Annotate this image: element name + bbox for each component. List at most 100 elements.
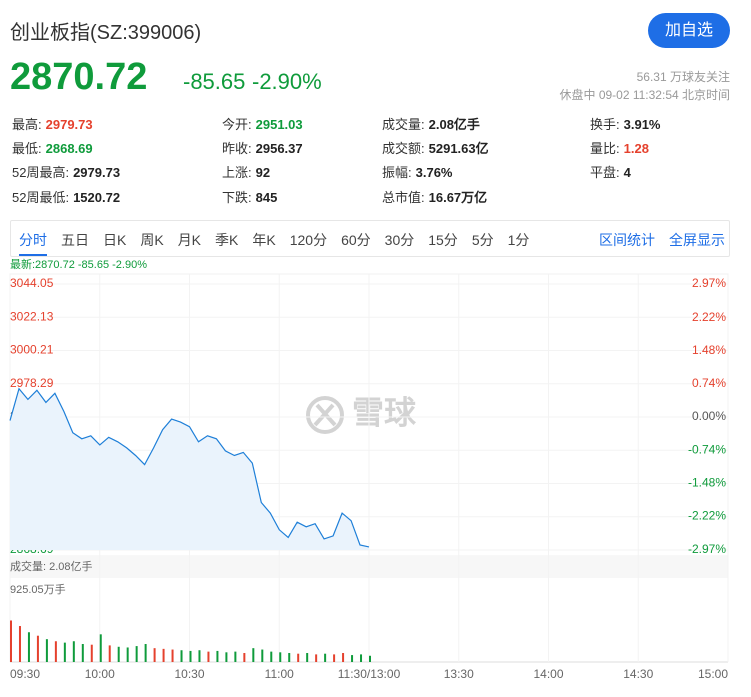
y2-tick-label: -1.48% bbox=[688, 475, 726, 489]
volume-bar bbox=[18, 626, 21, 662]
stat: 52周最低: 1520.72 bbox=[12, 187, 120, 206]
volume-bar bbox=[63, 642, 66, 662]
y-tick-label: 2890.61 bbox=[10, 509, 54, 523]
plot-frame bbox=[9, 273, 729, 557]
stat-value: 1520.72 bbox=[73, 190, 121, 205]
stat: 振幅: 3.76% bbox=[382, 162, 453, 181]
volume-bar bbox=[36, 635, 39, 662]
tab[interactable]: 30分 bbox=[384, 232, 415, 248]
stat-label: 成交额: bbox=[382, 141, 425, 156]
y2-tick-label: 0.00% bbox=[692, 409, 726, 423]
volume-bar bbox=[369, 655, 371, 662]
status: 休盘中 09-02 11:32:54 北京时间 bbox=[559, 88, 730, 102]
price-line bbox=[9, 387, 370, 548]
tab[interactable]: 15分 bbox=[428, 232, 458, 248]
stat: 最高: 2979.73 bbox=[12, 114, 93, 133]
y-tick-label: 2934.45 bbox=[10, 442, 54, 456]
tab[interactable]: 120分 bbox=[289, 232, 328, 248]
volume-bar bbox=[252, 648, 255, 662]
stat-value: 2.08亿手 bbox=[428, 117, 480, 132]
volume-bar bbox=[342, 653, 345, 662]
volume-bar bbox=[45, 639, 48, 662]
stat-value: 5291.63亿 bbox=[428, 141, 489, 156]
volume-bar bbox=[162, 648, 165, 662]
tab[interactable]: 1分 bbox=[507, 232, 530, 248]
tab[interactable]: 年K bbox=[252, 232, 276, 248]
tool[interactable]: 区间统计 bbox=[599, 232, 655, 248]
stat-label: 最低: bbox=[12, 141, 42, 156]
tab[interactable]: 60分 bbox=[341, 232, 371, 248]
volume-bar bbox=[225, 652, 228, 662]
volume-bar bbox=[243, 653, 246, 662]
stat-label: 今开: bbox=[222, 117, 252, 132]
x-tick-label: 14:00 bbox=[533, 667, 563, 681]
stat-value: 4 bbox=[623, 165, 631, 180]
x-tick-label: 10:00 bbox=[85, 667, 115, 681]
tab[interactable]: 月K bbox=[177, 232, 202, 248]
y-tick-label: 3022.13 bbox=[10, 309, 54, 323]
title: 创业板指(SZ:399006) bbox=[10, 22, 202, 44]
volume-bar bbox=[333, 654, 336, 662]
volume-bar bbox=[189, 650, 192, 662]
followers: 56.31 万球友关注 bbox=[636, 70, 730, 84]
stat-label: 下跌: bbox=[222, 190, 252, 205]
stat: 换手: 3.91% bbox=[590, 114, 661, 133]
volume-bar bbox=[234, 651, 237, 662]
stat-label: 换手: bbox=[590, 117, 620, 132]
volume-bar bbox=[297, 653, 300, 662]
y-tick-label: 2978.29 bbox=[10, 376, 54, 390]
stat: 上涨: 92 bbox=[222, 162, 270, 181]
change-percent: -2.90% bbox=[252, 69, 322, 94]
y-tick-label: 2912.53 bbox=[10, 476, 54, 490]
x-tick-label: 11:30/13:00 bbox=[338, 667, 401, 681]
x-tick-label: 14:30 bbox=[623, 667, 653, 681]
y-tick-label: 3000.21 bbox=[10, 343, 54, 357]
volume-bar bbox=[207, 651, 210, 662]
y-tick-label: 2868.69 bbox=[10, 542, 54, 556]
stat-value: 1.28 bbox=[623, 141, 649, 156]
stat: 总市值: 16.67万亿 bbox=[382, 187, 487, 206]
volume-bar bbox=[270, 651, 273, 662]
volume-bar bbox=[171, 649, 174, 662]
volume-bar bbox=[54, 641, 57, 662]
tab[interactable]: 五日 bbox=[61, 232, 89, 248]
tab[interactable]: 季K bbox=[215, 232, 239, 248]
add-watchlist-button[interactable]: 加自选 bbox=[648, 13, 730, 48]
stat-value: 16.67万亿 bbox=[428, 190, 488, 205]
volume-bar bbox=[324, 653, 327, 662]
watermark: 雪球 bbox=[352, 394, 417, 430]
volume-bar bbox=[216, 650, 219, 662]
y2-tick-label: 1.48% bbox=[692, 343, 726, 357]
stat-value: 3.91% bbox=[623, 117, 661, 132]
volume-bar bbox=[117, 646, 120, 662]
tab[interactable]: 周K bbox=[140, 232, 164, 248]
volume-title: 成交量: 2.08亿手 bbox=[10, 559, 93, 573]
tab[interactable]: 分时 bbox=[19, 230, 47, 256]
volume-bar bbox=[72, 641, 75, 662]
change: -85.65 bbox=[183, 69, 246, 94]
stat: 平盘: 4 bbox=[590, 162, 631, 181]
stat-label: 上涨: bbox=[222, 165, 252, 180]
tab[interactable]: 5分 bbox=[471, 232, 494, 248]
y-tick-label: 3044.05 bbox=[10, 276, 54, 290]
volume-bar bbox=[144, 644, 147, 662]
stat: 52周最高: 2979.73 bbox=[12, 162, 120, 181]
x-tick-label: 13:30 bbox=[444, 667, 474, 681]
stat: 成交额: 5291.63亿 bbox=[382, 138, 489, 157]
tool[interactable]: 全屏显示 bbox=[669, 232, 725, 248]
volume-bar bbox=[198, 650, 201, 662]
x-tick-label: 15:00 bbox=[698, 667, 728, 681]
stat-value: 3.76% bbox=[415, 165, 453, 180]
y-tick-label: 2956.37 bbox=[10, 409, 54, 423]
volume-bar bbox=[10, 620, 12, 662]
stat: 昨收: 2956.37 bbox=[222, 138, 303, 157]
y2-tick-label: 2.97% bbox=[692, 276, 726, 290]
x-tick-label: 11:00 bbox=[265, 667, 294, 681]
stat-label: 量比: bbox=[590, 141, 620, 156]
stat-label: 振幅: bbox=[382, 165, 412, 180]
stat-value: 2979.73 bbox=[45, 117, 93, 132]
stat-value: 2868.69 bbox=[45, 141, 93, 156]
stat: 今开: 2951.03 bbox=[222, 114, 303, 133]
tab[interactable]: 日K bbox=[103, 232, 127, 248]
